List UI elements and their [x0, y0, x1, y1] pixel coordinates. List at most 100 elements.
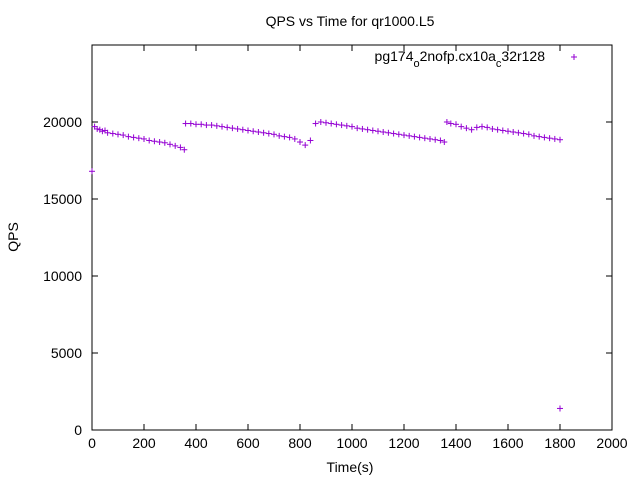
data-point [317, 119, 324, 125]
legend-label-part: pg174 [375, 48, 414, 64]
x-tick-label: 1400 [440, 435, 471, 451]
data-point [307, 137, 314, 144]
data-point [441, 139, 448, 146]
x-tick-label: 400 [184, 435, 208, 451]
data-point [411, 133, 418, 140]
data-point [458, 123, 465, 130]
data-point [234, 125, 241, 132]
data-point [437, 137, 444, 144]
data-point [432, 136, 439, 143]
data-point [141, 135, 147, 142]
data-point [146, 137, 153, 144]
data-point [338, 122, 345, 129]
data-point [364, 126, 371, 133]
data-point [239, 126, 246, 133]
data-point [99, 128, 106, 135]
data-point [380, 129, 387, 136]
legend-label-part: 32r128 [501, 48, 545, 64]
data-point [453, 121, 459, 128]
data-point [499, 127, 506, 134]
data-point [385, 129, 392, 136]
data-point [255, 129, 262, 136]
legend-label-part: c [496, 58, 502, 70]
data-point [208, 122, 215, 129]
x-axis-label: Time(s) [327, 459, 374, 475]
data-point [224, 124, 231, 131]
x-tick-label: 200 [132, 435, 156, 451]
x-tick-label: 1600 [492, 435, 523, 451]
data-point [359, 125, 366, 132]
data-point [443, 119, 450, 125]
data-point [187, 120, 194, 127]
data-point [115, 131, 121, 138]
y-tick-label: 0 [74, 422, 82, 438]
data-point [271, 131, 277, 138]
data-point [120, 132, 127, 139]
data-point [161, 139, 168, 146]
data-point [468, 126, 475, 133]
data-point [427, 135, 433, 142]
x-tick-label: 800 [288, 435, 312, 451]
data-point [557, 136, 563, 143]
y-tick-label: 15000 [43, 191, 82, 207]
data-point [546, 135, 553, 142]
legend-label-part: o [413, 58, 419, 70]
data-point [416, 134, 423, 141]
data-point [213, 122, 220, 129]
data-point [421, 135, 428, 142]
data-point [328, 120, 335, 127]
data-point [494, 126, 501, 133]
data-point [510, 129, 517, 136]
legend-label-part: 2nofp.cx10a [420, 48, 496, 64]
data-point [406, 132, 413, 139]
x-tick-label: 1800 [544, 435, 575, 451]
x-tick-label: 1200 [388, 435, 419, 451]
data-point [479, 123, 485, 130]
data-point [156, 139, 163, 146]
legend-marker [571, 54, 577, 60]
x-tick-label: 1000 [336, 435, 367, 451]
data-point [104, 129, 111, 136]
data-point [265, 130, 272, 137]
y-tick-label: 5000 [51, 345, 82, 361]
data-point [333, 121, 340, 128]
x-tick-label: 0 [88, 435, 96, 451]
data-point [245, 127, 251, 134]
data-point [505, 128, 511, 135]
data-point [375, 128, 381, 135]
data-point [135, 135, 142, 142]
data-point [354, 125, 361, 132]
data-point [167, 141, 173, 148]
y-tick-label: 10000 [43, 268, 82, 284]
data-point [520, 130, 527, 137]
y-tick-label: 20000 [43, 114, 82, 130]
data-point [125, 133, 132, 140]
data-point [281, 133, 288, 140]
data-point [297, 139, 303, 146]
y-axis: 0 5000 10000 15000 20000 [43, 114, 612, 438]
data-point [151, 138, 158, 145]
data-point [181, 146, 188, 153]
data-point [369, 127, 376, 134]
data-point [229, 125, 236, 132]
data-point [551, 135, 558, 142]
data-point [557, 405, 563, 412]
data-point [323, 119, 329, 126]
data-point [177, 144, 184, 151]
data-point [203, 122, 210, 129]
data-point [286, 134, 293, 141]
data-point [463, 125, 470, 132]
data-point [447, 120, 454, 127]
x-tick-label: 600 [236, 435, 260, 451]
data-point [473, 124, 480, 131]
data-point [260, 129, 267, 136]
x-tick-label: 2000 [596, 435, 627, 451]
data-point [89, 168, 95, 175]
data-point [130, 134, 137, 141]
data-point [515, 129, 522, 136]
data-point [489, 125, 496, 132]
data-point [172, 142, 179, 149]
chart-title: QPS vs Time for qr1000.L5 [266, 13, 435, 29]
data-point [390, 130, 397, 137]
